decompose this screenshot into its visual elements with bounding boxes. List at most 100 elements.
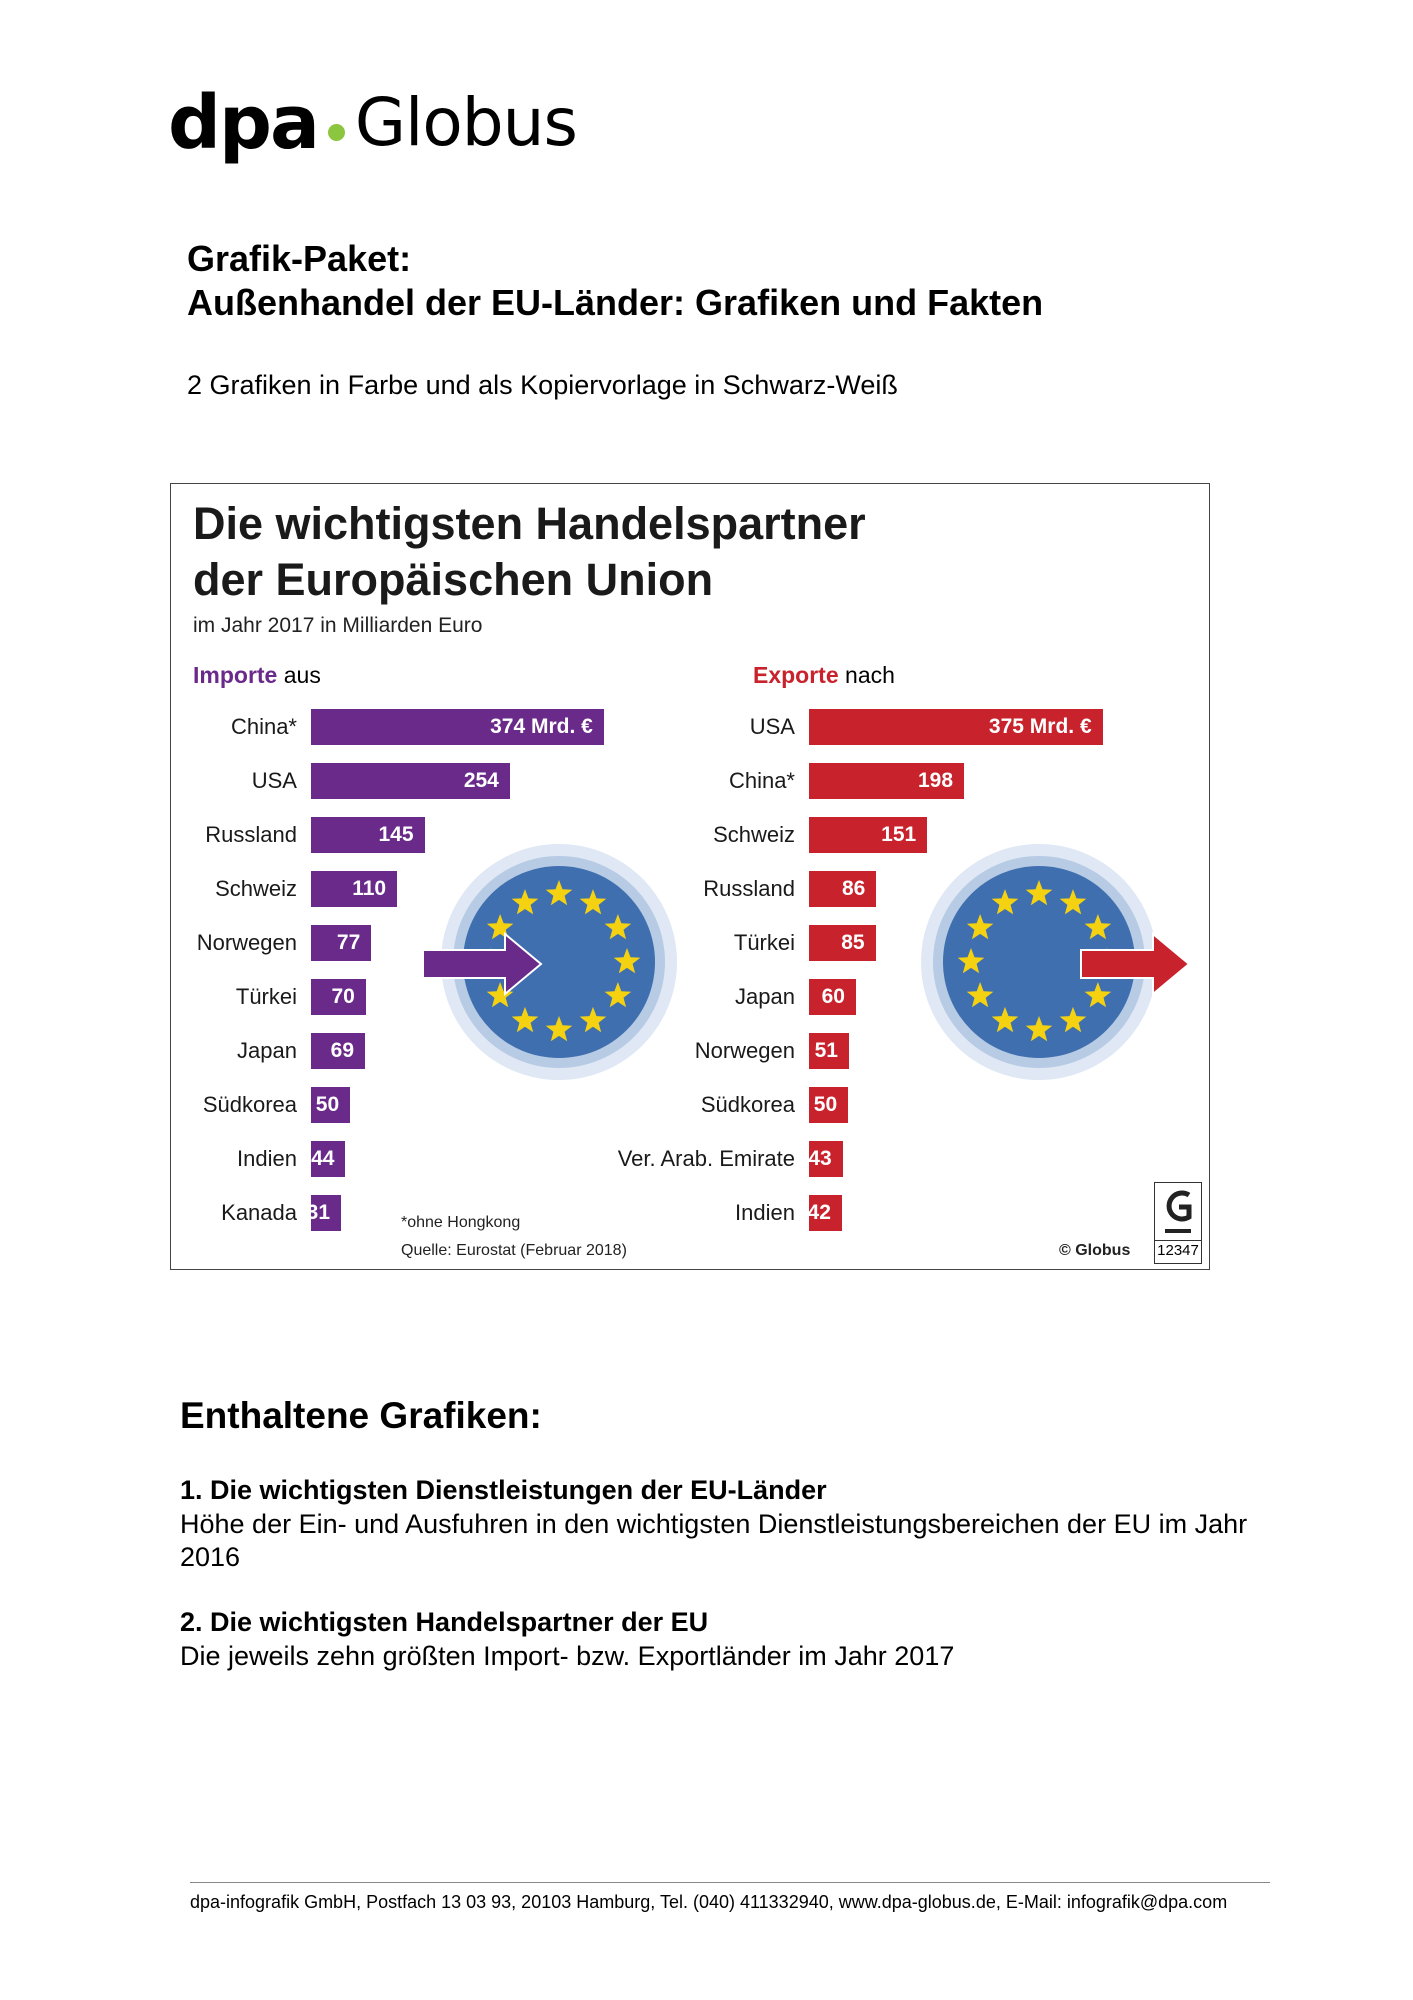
exports-value-8: 50 <box>813 1093 838 1116</box>
globus-badge: 12347 <box>1154 1182 1202 1264</box>
exports-value-5: 85 <box>841 931 865 954</box>
eu-import-star-3 <box>604 914 632 940</box>
exports-value-9: 43 <box>808 1147 832 1170</box>
imports-bar-4: 110 <box>311 871 398 907</box>
exports-value-10: 42 <box>807 1201 831 1224</box>
exports-bar-6: 60 <box>809 979 856 1015</box>
contents-item-1-description: Höhe der Ein- und Ausfuhren in den wicht… <box>180 1509 1248 1572</box>
imports-label-8: Südkorea <box>202 1092 297 1117</box>
eu-export-star-12 <box>991 889 1019 915</box>
eu-export-star-8 <box>991 1006 1019 1033</box>
exports-value-6: 60 <box>821 985 845 1008</box>
exports-label-2: China* <box>728 768 795 793</box>
eu-import-star-11 <box>486 914 514 940</box>
imports-label-4: Schweiz <box>215 876 297 901</box>
globus-g-icon <box>1165 1190 1192 1233</box>
eu-export-star-6 <box>1059 1006 1087 1033</box>
chart-title: Die wichtigsten Handelspartner der Europ… <box>193 496 866 608</box>
imports-bar-3: 145 <box>311 817 425 853</box>
eu-import-star-5 <box>604 982 632 1008</box>
chart-copyright: © Globus <box>1059 1242 1131 1259</box>
chart-source: Quelle: Eurostat (Februar 2018) <box>401 1242 627 1259</box>
eu-emblem-graphics <box>422 844 1191 1080</box>
exports-value-2: 198 <box>917 769 954 792</box>
imports-label-10: Kanada <box>221 1200 297 1225</box>
exports-label-3: Schweiz <box>713 822 795 847</box>
exports-bar-8: 50 <box>809 1087 849 1123</box>
eu-import-star-8 <box>511 1006 539 1033</box>
exports-label-4: Russland <box>703 876 795 901</box>
imports-label-2: USA <box>251 768 297 793</box>
imports-bar-2: 254 <box>311 763 510 799</box>
imports-label-7: Japan <box>237 1038 297 1063</box>
exports-bar-1: 375 Mrd. € <box>809 709 1103 745</box>
imports-label-6: Türkei <box>235 984 297 1009</box>
exports-bar-9: 43 <box>808 1141 843 1177</box>
logo-globus-text: Globus <box>354 84 578 161</box>
package-subtitle: 2 Grafiken in Farbe und als Kopiervorlag… <box>187 370 898 400</box>
exports-value-1: 375 Mrd. € <box>988 715 1092 738</box>
exports-value-4: 86 <box>841 877 866 900</box>
imports-value-10: 31 <box>306 1201 330 1224</box>
imports-label-5: Norwegen <box>196 930 297 955</box>
package-label: Grafik-Paket: <box>187 238 412 279</box>
exports-label-1: USA <box>749 714 795 739</box>
imports-heading-rest: aus <box>283 662 321 688</box>
package-title: Außenhandel der EU-Länder: Grafiken und … <box>187 282 1044 323</box>
imports-bar-10: 31 <box>307 1195 341 1231</box>
graphic-number: 12347 <box>1155 1240 1201 1261</box>
exports-bar-4: 86 <box>809 871 877 907</box>
eu-export-star-1 <box>1025 880 1053 906</box>
eu-import-star-7 <box>545 1016 573 1042</box>
exports-label-7: Norwegen <box>694 1038 795 1063</box>
exports-label-9: Ver. Arab. Emirate <box>617 1146 795 1171</box>
imports-label-9: Indien <box>237 1146 297 1171</box>
export-arrow-icon <box>1080 931 1191 997</box>
imports-value-7: 69 <box>330 1039 355 1062</box>
exports-bar-10: 42 <box>807 1195 842 1231</box>
contents-item-2-title: 2. Die wichtigsten Handelspartner der EU <box>180 1607 709 1637</box>
imports-bar-7: 69 <box>311 1033 366 1069</box>
footer-text: dpa-infografik GmbH, Postfach 13 03 93, … <box>190 1892 1228 1912</box>
imports-bar-9: 44 <box>311 1141 346 1177</box>
imports-label-3: Russland <box>205 822 297 847</box>
eu-export-star-2 <box>1059 889 1087 915</box>
exports-label-6: Japan <box>735 984 795 1009</box>
eu-export-star-7 <box>1025 1016 1053 1042</box>
imports-bar-8: 50 <box>311 1087 351 1123</box>
eu-import-star-2 <box>579 889 607 915</box>
exports-heading: Exporte nach <box>753 662 895 689</box>
eu-export-star-10 <box>957 948 985 974</box>
imports-value-5: 77 <box>336 931 361 954</box>
imports-value-8: 50 <box>315 1093 340 1116</box>
imports-bar-5: 77 <box>311 925 372 961</box>
eu-export-star-9 <box>966 982 994 1008</box>
imports-value-6: 70 <box>331 985 355 1008</box>
dpa-globus-logo: dpa Globus <box>168 78 578 168</box>
exports-value-7: 51 <box>814 1039 838 1062</box>
chart-title-line2: der Europäischen Union <box>193 554 714 605</box>
logo-dpa-text: dpa <box>168 80 320 166</box>
exports-bar-3: 151 <box>809 817 928 853</box>
exports-label-8: Südkorea <box>700 1092 795 1117</box>
eu-import-star-4 <box>613 948 641 974</box>
eu-export-star-3 <box>1084 914 1112 940</box>
eu-export-blue-disc <box>943 866 1135 1058</box>
imports-value-4: 110 <box>352 877 387 900</box>
exports-heading-rest: nach <box>845 662 895 688</box>
eu-export-star-11 <box>966 914 994 940</box>
import-arrow-icon <box>422 931 543 997</box>
contents-item-1-title: 1. Die wichtigsten Dienstleistungen der … <box>180 1475 827 1505</box>
imports-heading-strong: Importe <box>193 662 278 688</box>
imports-value-1: 374 Mrd. € <box>490 715 593 738</box>
exports-label-5: Türkei <box>733 930 795 955</box>
imports-heading: Importe aus <box>193 662 321 689</box>
eu-export-star-5 <box>1084 982 1112 1008</box>
exports-value-3: 151 <box>881 823 917 846</box>
eu-import-blue-disc <box>463 866 655 1058</box>
contents-item-2-description: Die jeweils zehn größten Import- bzw. Ex… <box>180 1641 955 1671</box>
imports-value-3: 145 <box>378 823 414 846</box>
imports-value-2: 254 <box>463 769 499 792</box>
eu-import-star-12 <box>511 889 539 915</box>
eu-import-star-9 <box>486 982 514 1008</box>
